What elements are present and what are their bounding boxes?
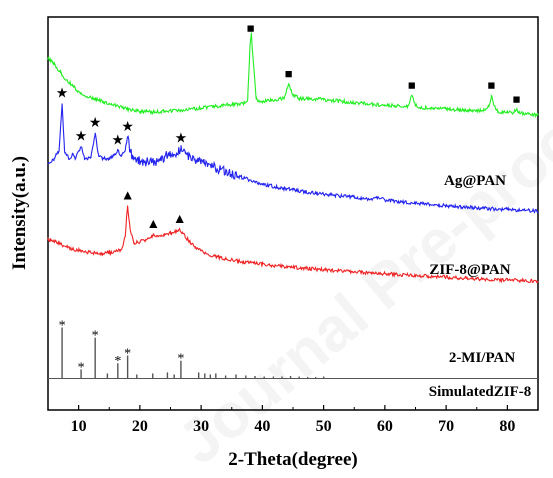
series-line	[47, 103, 539, 214]
x-tick-label: 60	[377, 418, 393, 435]
y-axis-label: Intensity(a.u.)	[9, 156, 30, 270]
peak-marker: ■	[285, 66, 293, 81]
peak-marker: ★	[75, 130, 88, 145]
series-label: ZIF-8@PAN	[429, 262, 510, 278]
x-tick-label: 10	[71, 418, 87, 435]
x-tick-label: 40	[254, 418, 270, 435]
series-label: SimulatedZIF-8	[429, 384, 532, 400]
series-layer	[47, 32, 539, 380]
peak-marker: ■	[513, 92, 521, 107]
peak-marker: *	[124, 347, 131, 362]
x-tick-label: 20	[132, 418, 148, 435]
watermark: Journal Pre-proof	[165, 90, 553, 477]
peak-marker: ▲	[173, 212, 187, 227]
peak-marker: *	[114, 354, 121, 369]
peak-marker: ★	[89, 116, 102, 131]
peak-marker: ■	[408, 78, 416, 93]
peak-marker: *	[177, 352, 184, 367]
series-line	[47, 32, 539, 119]
x-tick-label: 30	[193, 418, 209, 435]
series-label: Ag@PAN	[444, 173, 506, 189]
peak-marker: ★	[121, 120, 134, 135]
peak-marker: ★	[112, 134, 125, 149]
peak-marker: ▲	[146, 217, 160, 232]
watermark-text: Journal Pre-proof	[165, 90, 553, 477]
peak-markers: ■■■ ■■★★★★★★▲▲ ▲***** *	[56, 21, 521, 376]
peak-marker: ■	[488, 78, 496, 93]
peak-marker: *	[59, 318, 66, 333]
series-label: 2-MI/PAN	[449, 350, 516, 366]
x-tick-label: 50	[316, 418, 332, 435]
x-axis-ticks: 10 20 30 40 50 60 70 80	[71, 405, 515, 435]
peak-marker: ▲	[121, 189, 135, 204]
peak-marker: ■	[247, 21, 255, 36]
x-tick-label: 80	[499, 418, 515, 435]
peak-marker: *	[92, 329, 99, 344]
peak-marker: *	[78, 360, 85, 375]
peak-marker: ★	[56, 86, 69, 101]
series-labels: Ag@PAN ZIF-8@PAN 2-MI/PAN SimulatedZIF-8	[429, 173, 532, 400]
peak-marker: ★	[175, 132, 188, 147]
series-line	[47, 205, 539, 284]
x-axis-label: 2-Theta(degree)	[228, 449, 357, 470]
x-tick-label: 70	[438, 418, 454, 435]
